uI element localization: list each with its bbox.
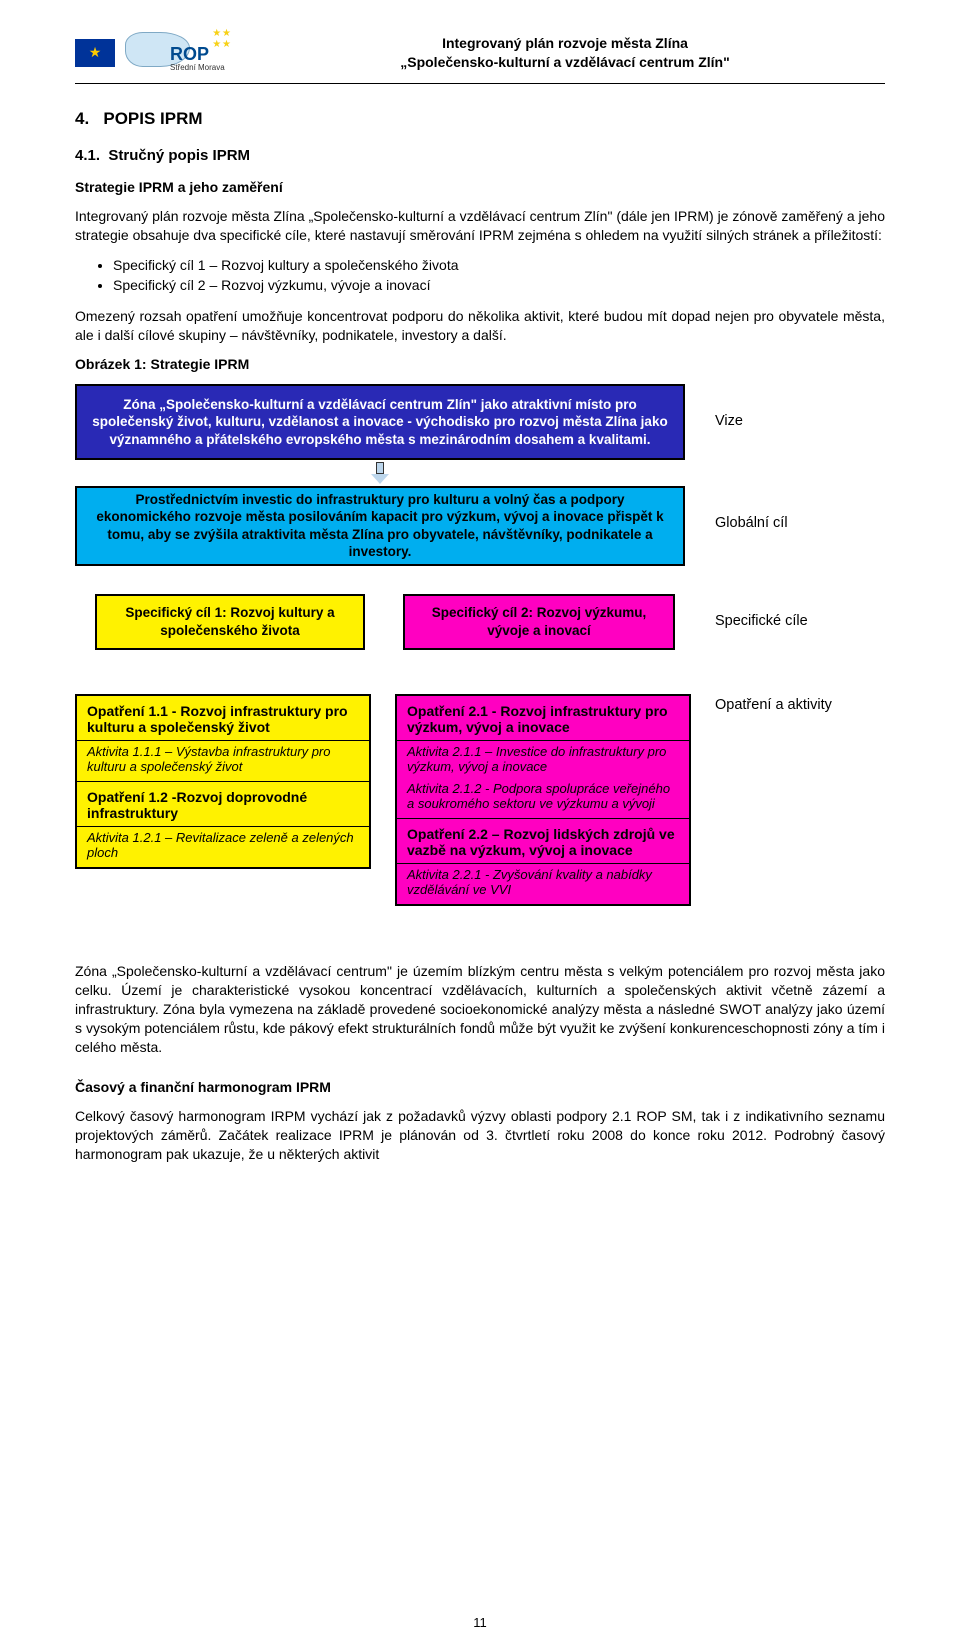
strategy-diagram: Zóna „Společensko-kulturní a vzdělávací … [75, 384, 885, 944]
activity-1-1-1: Aktivita 1.1.1 – Výstavba infrastruktury… [77, 740, 369, 781]
header-rule [75, 83, 885, 84]
measures-group-left: Opatření 1.1 - Rozvoj infrastruktury pro… [75, 694, 371, 869]
stars-icon: ★ ★★ ★ [212, 28, 230, 50]
measure-1-2: Opatření 1.2 -Rozvoj doprovodné infrastr… [77, 781, 369, 826]
strategy-heading: Strategie IPRM a jeho zaměření [75, 178, 885, 197]
section-heading: 4. POPIS IPRM [75, 109, 885, 129]
measures-group-right: Opatření 2.1 - Rozvoj infrastruktury pro… [395, 694, 691, 906]
measure-1-1: Opatření 1.1 - Rozvoj infrastruktury pro… [77, 696, 369, 740]
activity-1-2-1: Aktivita 1.2.1 – Revitalizace zeleně a z… [77, 826, 369, 867]
strategy-heading-text: Strategie IPRM a jeho zaměření [75, 179, 283, 195]
title-line-2: „Společensko-kulturní a vzdělávací centr… [400, 54, 730, 70]
subsection-title: Stručný popis IPRM [108, 147, 250, 164]
label-specific-goals: Specifické cíle [715, 612, 808, 632]
bullet-2: Specifický cíl 2 – Rozvoj výzkumu, vývoj… [113, 275, 885, 295]
paragraph-4: Celkový časový harmonogram IRPM vychází … [75, 1107, 885, 1164]
harmonogram-heading-text: Časový a finanční harmonogram IPRM [75, 1079, 331, 1095]
label-measures-activities: Opatření a aktivity [715, 696, 832, 716]
global-goal-box: Prostřednictvím investic do infrastruktu… [75, 486, 685, 566]
label-global-goal: Globální cíl [715, 514, 788, 534]
measure-2-1: Opatření 2.1 - Rozvoj infrastruktury pro… [397, 696, 689, 740]
specific-goal-1-box: Specifický cíl 1: Rozvoj kultury a spole… [95, 594, 365, 650]
section-title: POPIS IPRM [103, 109, 202, 128]
rop-subtext: Střední Morava [170, 63, 225, 72]
figure-caption: Obrázek 1: Strategie IPRM [75, 355, 885, 374]
bullet-list: Specifický cíl 1 – Rozvoj kultury a spol… [113, 255, 885, 296]
figure-caption-text: Obrázek 1: Strategie IPRM [75, 356, 249, 372]
activity-2-2-1: Aktivita 2.2.1 - Zvyšování kvality a nab… [397, 863, 689, 904]
paragraph-2: Omezený rozsah opatření umožňuje koncent… [75, 307, 885, 345]
label-vision: Vize [715, 412, 743, 432]
activity-2-1-2: Aktivita 2.1.2 - Podpora spolupráce veře… [397, 781, 689, 818]
specific-goal-2-box: Specifický cíl 2: Rozvoj výzkumu, vývoje… [403, 594, 675, 650]
page-header: ★ ★ ★★ ★ ROP Střední Morava Integrovaný … [75, 30, 885, 75]
vision-box: Zóna „Společensko-kulturní a vzdělávací … [75, 384, 685, 460]
subsection-number: 4.1. [75, 147, 100, 164]
bullet-1: Specifický cíl 1 – Rozvoj kultury a spol… [113, 255, 885, 275]
arrow-down-icon [370, 462, 390, 486]
section-number: 4. [75, 109, 89, 128]
paragraph-1: Integrovaný plán rozvoje města Zlína „Sp… [75, 207, 885, 245]
measure-2-2: Opatření 2.2 – Rozvoj lidských zdrojů ve… [397, 818, 689, 863]
rop-logo: ★ ★★ ★ ROP Střední Morava [125, 30, 235, 75]
rop-text: ROP [170, 44, 209, 65]
page-number: 11 [0, 1615, 960, 1630]
eu-flag-icon: ★ [75, 39, 115, 67]
activity-2-1-1: Aktivita 2.1.1 – Investice do infrastruk… [397, 740, 689, 781]
harmonogram-heading: Časový a finanční harmonogram IPRM [75, 1078, 885, 1097]
paragraph-3: Zóna „Společensko-kulturní a vzdělávací … [75, 962, 885, 1056]
document-title: Integrovaný plán rozvoje města Zlína „Sp… [245, 34, 885, 72]
title-line-1: Integrovaný plán rozvoje města Zlína [442, 35, 688, 51]
subsection-heading: 4.1. Stručný popis IPRM [75, 147, 885, 164]
